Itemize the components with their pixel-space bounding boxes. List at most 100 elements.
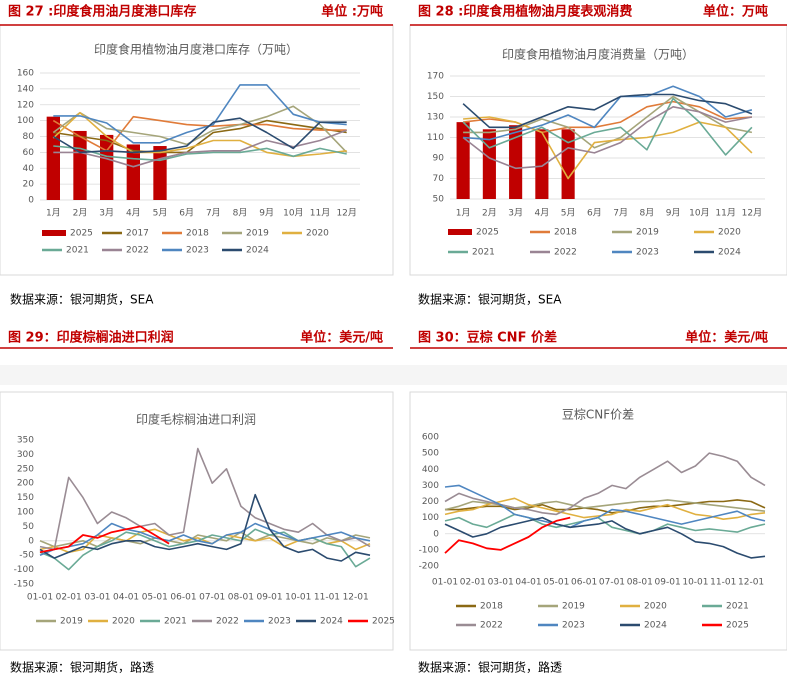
y-tick-label: -50 [19, 551, 34, 561]
x-tick-label: 05-01 [142, 593, 168, 603]
x-tick-label: 12-01 [738, 578, 764, 588]
series-line [53, 119, 347, 154]
legend-label: 2021 [164, 617, 187, 627]
legend-label: 2025 [476, 228, 499, 238]
x-tick-label: 01-01 [432, 578, 458, 588]
y-tick-label: 150 [427, 92, 444, 102]
legend-label: 2023 [562, 621, 585, 631]
y-tick-label: 100 [422, 513, 439, 523]
unit: 单位：美元/吨 [300, 330, 383, 346]
x-tick-label: 11-01 [710, 578, 736, 588]
series-line [53, 84, 347, 144]
series-line [53, 129, 347, 168]
series-line [39, 522, 371, 556]
source: 数据来源：银河期货，路透 [10, 660, 154, 675]
y-tick-label: 0 [28, 196, 34, 206]
y-tick-label: 120 [17, 100, 34, 110]
y-tick-label: 20 [23, 180, 35, 190]
y-tick-label: 70 [433, 174, 445, 184]
series-line [52, 111, 347, 158]
y-tick-label: 130 [427, 113, 444, 123]
bar [456, 122, 470, 199]
source: 数据来源：银河期货，SEA [418, 292, 562, 307]
x-tick-label: 04-01 [515, 578, 541, 588]
y-tick-label: 150 [17, 493, 34, 503]
x-tick-label: 07-01 [199, 593, 225, 603]
y-tick-label: 100 [17, 508, 34, 518]
legend-label: 2021 [472, 248, 495, 258]
x-tick-label: 9月 [259, 208, 274, 219]
x-tick-label: 10-01 [285, 593, 311, 603]
y-tick-label: 600 [422, 433, 439, 443]
y-tick-label: 0 [28, 536, 34, 546]
unit: 单位：万吨 [703, 4, 768, 20]
legend-label: 2022 [480, 621, 503, 631]
legend-label: 2020 [718, 228, 741, 238]
y-tick-label: 200 [422, 497, 439, 507]
legend-label: 2018 [480, 602, 503, 612]
series-line [52, 105, 348, 153]
x-tick-label: 11月 [715, 208, 735, 219]
y-tick-label: 110 [427, 133, 444, 143]
chart-title: 印度毛棕榈油进口利润 [136, 412, 256, 427]
y-tick-label: 50 [433, 195, 445, 205]
legend-swatch [448, 229, 472, 235]
y-tick-label: 250 [17, 464, 34, 474]
bar [509, 125, 523, 199]
bar [46, 116, 60, 200]
series-line [53, 145, 347, 162]
series-line [463, 116, 753, 180]
unit: 单位 :万吨 [321, 4, 383, 20]
x-tick-label: 3月 [99, 208, 114, 219]
series-line [39, 525, 170, 554]
panel-frame [0, 391, 394, 651]
x-tick-label: 06-01 [170, 593, 196, 603]
x-tick-label: 6月 [179, 208, 194, 219]
series-line [444, 516, 571, 554]
legend-label: 2021 [66, 246, 89, 256]
separator [0, 365, 787, 385]
x-tick-label: 05-01 [543, 578, 569, 588]
series-line [52, 115, 347, 152]
series-line [463, 95, 753, 149]
legend-label: 2020 [644, 602, 667, 612]
x-tick-label: 10-01 [682, 578, 708, 588]
x-tick-label: 09-01 [655, 578, 681, 588]
unit: 单位：美元/吨 [685, 330, 768, 346]
panel-frame [409, 391, 787, 651]
x-tick-label: 04-01 [113, 593, 139, 603]
x-tick-label: 5月 [153, 208, 168, 219]
legend-label: 2019 [636, 228, 659, 238]
legend-swatch [42, 230, 66, 236]
y-tick-label: -100 [419, 545, 440, 555]
legend-label: 2020 [112, 617, 135, 627]
source: 数据来源：银河期货，路透 [418, 660, 562, 675]
y-tick-label: 140 [17, 84, 34, 94]
series-line [39, 531, 371, 548]
y-tick-label: 0 [433, 529, 439, 539]
series-line [463, 85, 753, 141]
x-tick-label: 12月 [336, 208, 356, 219]
bar [73, 130, 87, 200]
x-tick-label: 12月 [742, 208, 762, 219]
figure-title: 图 29：印度棕榈油进口利润 [8, 330, 174, 346]
chart-title: 印度食用植物油月度消费量（万吨） [502, 47, 694, 62]
y-tick-label: 80 [23, 132, 35, 142]
x-tick-label: 7月 [206, 208, 221, 219]
x-tick-label: 10月 [283, 208, 303, 219]
y-tick-label: 40 [23, 164, 35, 174]
y-tick-label: 500 [422, 449, 439, 459]
figure-title: 图 28 :印度食用植物油月度表观消费 [418, 4, 632, 20]
series-line [462, 93, 753, 129]
x-tick-label: 02-01 [56, 593, 82, 603]
y-tick-label: 300 [422, 481, 439, 491]
x-tick-label: 03-01 [488, 578, 514, 588]
legend-label: 2018 [186, 229, 209, 239]
x-tick-label: 9月 [666, 208, 681, 219]
legend-label: 2024 [644, 621, 667, 631]
x-tick-label: 02-01 [460, 578, 486, 588]
y-tick-label: 60 [23, 148, 35, 158]
legend-label: 2018 [554, 228, 577, 238]
x-tick-label: 7月 [613, 208, 628, 219]
